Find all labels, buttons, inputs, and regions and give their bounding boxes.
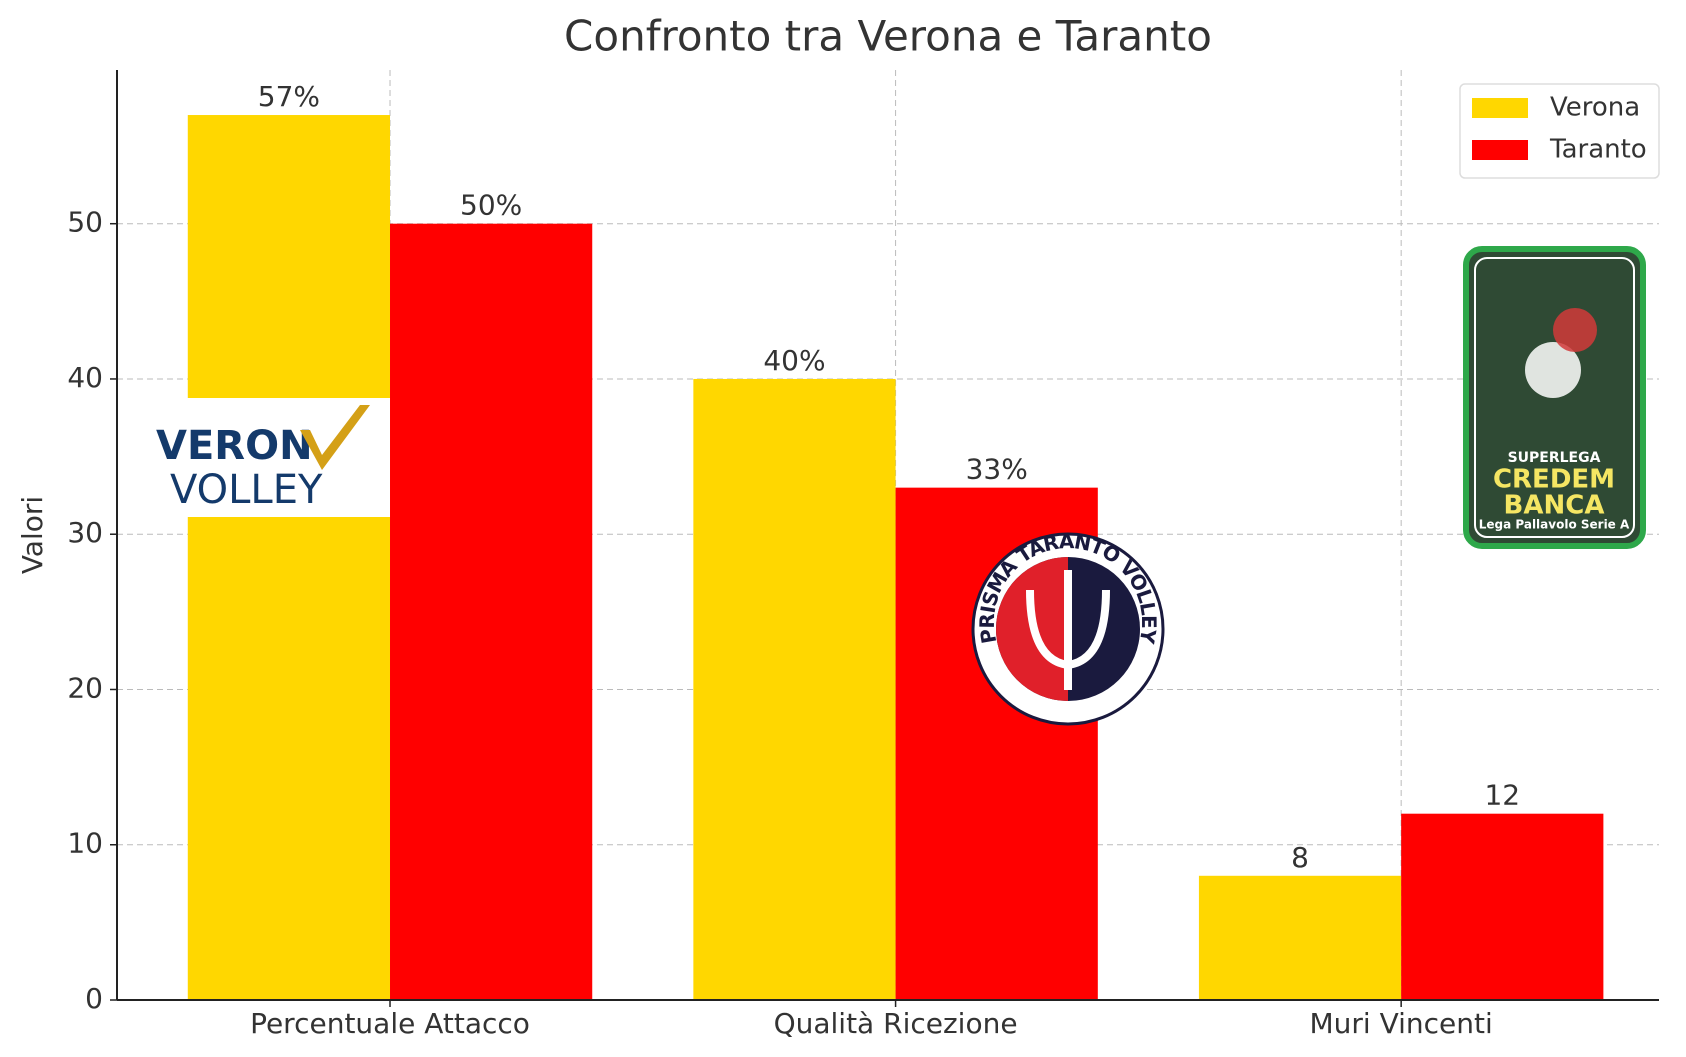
legend-swatch [1472,140,1528,160]
y-tick-label: 50 [67,206,103,239]
bar [1401,813,1604,1000]
chart-title: Confronto tra Verona e Taranto [564,12,1212,61]
verona-logo-text: VOLLEY [170,467,323,513]
legend-swatch [1472,98,1528,118]
verona-logo-bg [150,398,390,517]
x-tick-label: Percentuale Attacco [250,1007,530,1040]
superlega-logo-text: Lega Pallavolo Serie A [1479,518,1630,532]
value-label: 50% [460,189,522,222]
bar [187,115,391,1001]
value-label: 12 [1484,779,1520,812]
bar [390,223,593,1000]
bar [1198,875,1402,1000]
superlega-logo-text: SUPERLEGA [1508,450,1601,466]
y-tick-label: 10 [67,827,103,860]
x-tick-label: Muri Vincenti [1310,1007,1493,1040]
y-axis-label: Valori [16,496,49,574]
x-tick-label: Qualità Ricezione [774,1007,1018,1040]
superlega-logo-text: BANCA [1504,491,1605,521]
y-tick-label: 0 [85,982,103,1015]
y-tick-label: 20 [67,671,103,704]
legend-label: Verona [1550,93,1640,123]
bar [693,378,896,1000]
superlega-figure [1525,342,1581,398]
legend-label: Taranto [1549,135,1647,165]
y-tick-label: 40 [67,361,103,394]
value-label: 57% [258,80,320,113]
superlega-figure [1553,308,1597,352]
y-tick-label: 30 [67,516,103,549]
superlega-logo-text: CREDEM [1493,465,1615,495]
taranto-logo-trident [1026,570,1110,690]
value-label: 33% [966,453,1028,486]
verona-logo-text: VERON [156,423,313,469]
value-label: 8 [1291,841,1309,874]
verona-logo-mark [300,405,370,470]
value-label: 40% [763,344,825,377]
